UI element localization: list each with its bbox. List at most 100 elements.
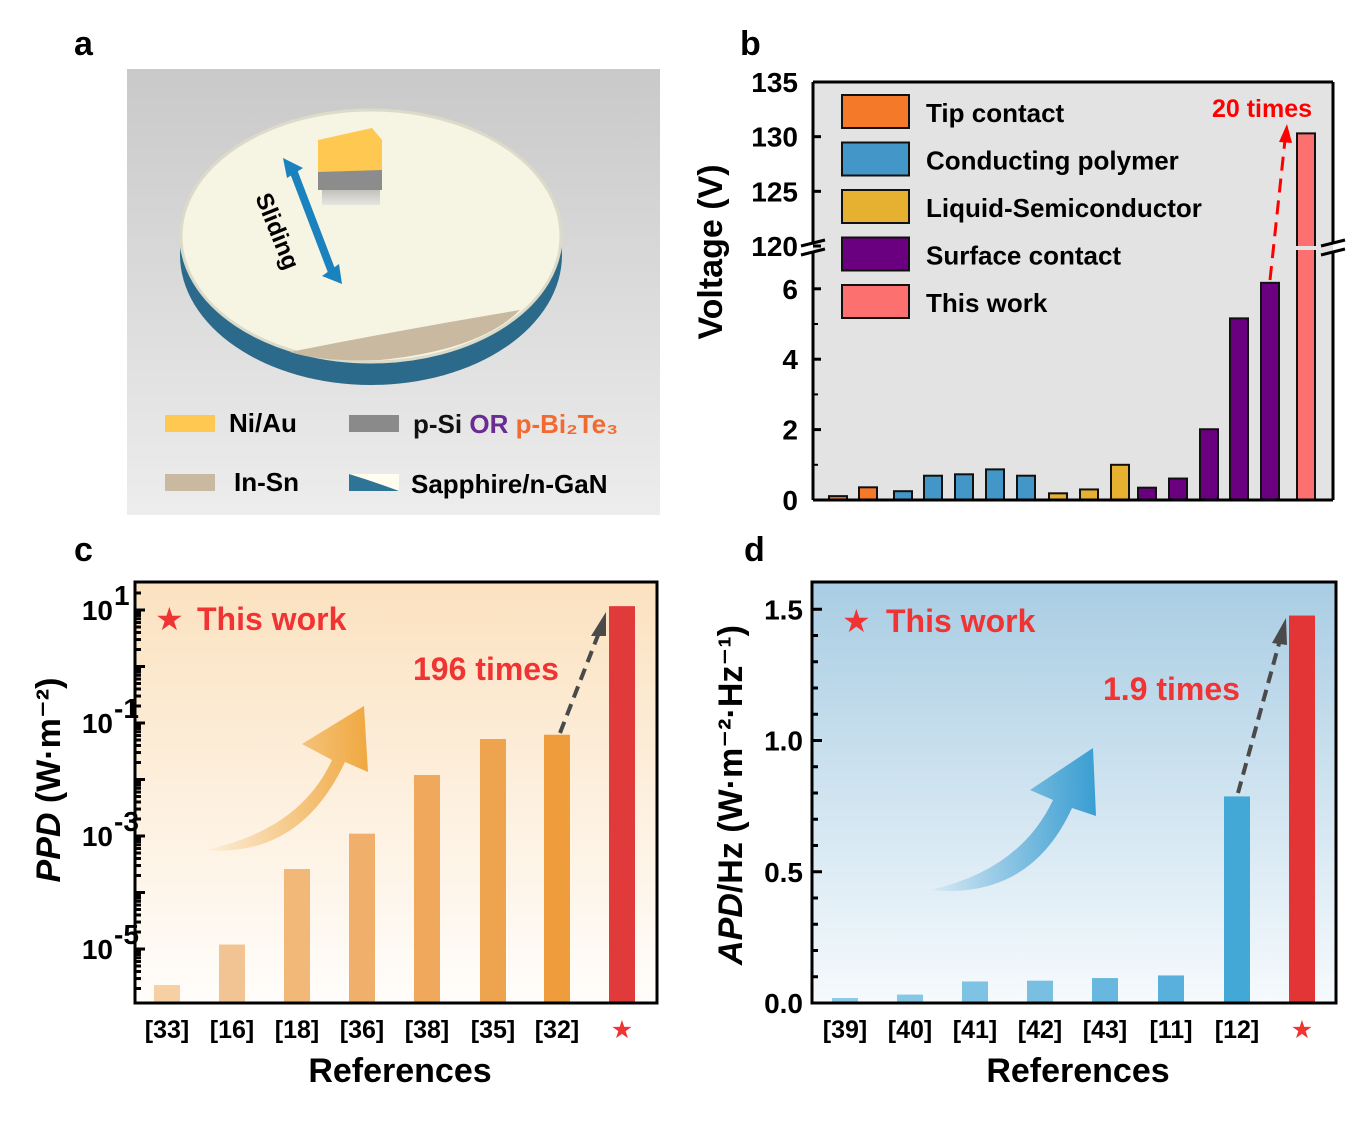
bar-surface-contact xyxy=(1168,477,1188,502)
legend-text-d: This work xyxy=(886,603,1036,639)
x-tick-label-d: [41] xyxy=(953,1016,997,1044)
sapphire-gan-wafer xyxy=(179,108,563,364)
y-tick-label-d: 0.0 xyxy=(764,988,803,1019)
legend-star-c: ★ xyxy=(155,601,184,637)
x-tick-label-d: [11] xyxy=(1149,1016,1192,1044)
x-tick-label-c: [38] xyxy=(405,1016,449,1044)
x-tick-label-d: [40] xyxy=(888,1016,932,1044)
apd-chart: [39] [40] [41] [42] [43] [11] [12] ★ 0.0 0.5 1.0 1.… xyxy=(712,580,1338,1090)
legend-text-c: This work xyxy=(197,601,347,637)
bar-35 xyxy=(480,739,506,1003)
y-tick-label-b: 2 xyxy=(782,415,798,446)
x-tick-this-work-star: ★ xyxy=(611,1016,633,1044)
y-tick-label-d: 1.5 xyxy=(764,594,803,625)
bar-36 xyxy=(349,833,375,1003)
voltage-chart: 0 2 4 6 120 125 130 135 Tip contact Conducting p… xyxy=(692,67,1346,516)
x-tick-label-c: [32] xyxy=(535,1016,579,1044)
legend-label-b: This work xyxy=(926,288,1048,318)
y-tick-label-b: 135 xyxy=(751,67,798,98)
y-tick-label-c: 10 xyxy=(82,595,113,626)
arrowhead-c xyxy=(591,612,606,636)
increase-line-d xyxy=(1236,639,1282,794)
ylabel-b: Voltage (V) xyxy=(692,164,730,339)
y-tick-label-b: 6 xyxy=(782,274,798,305)
bar-break-gap xyxy=(1296,246,1316,250)
ylabel-c: PPD (W·m⁻²) xyxy=(30,678,68,883)
bar-this-work xyxy=(1296,132,1316,502)
legend-swatch-ni-au xyxy=(165,415,215,432)
y-tick-label-d: 1.0 xyxy=(764,726,803,757)
x-tick-label-d: [12] xyxy=(1215,1016,1259,1044)
sliding-arrow-heads xyxy=(283,158,342,284)
y-tick-label-b: 120 xyxy=(751,231,798,262)
legend-label-sapphire: Sapphire/n-GaN xyxy=(411,469,607,499)
x-tick-label-c: [35] xyxy=(471,1016,515,1044)
annotation-c: 196 times xyxy=(413,651,559,687)
x-tick-label-c: [16] xyxy=(210,1016,254,1044)
legend-label-b: Surface contact xyxy=(926,241,1121,271)
bar-conducting-polymer xyxy=(954,473,974,501)
bar-surface-contact xyxy=(1260,281,1280,502)
bar-tip-contact xyxy=(858,486,878,502)
panel-label-c: c xyxy=(74,531,93,569)
panel-label-d: d xyxy=(744,531,765,569)
device-illustration: Sliding Ni/Au In-Sn p-Si OR p-Bi₂Te₃ Sap… xyxy=(127,69,660,515)
y-tick-label-b: 0 xyxy=(782,485,798,516)
y-tick-exponent-c: 1 xyxy=(114,580,130,611)
legend-swatch-in-sn xyxy=(165,474,215,491)
in-sn-electrode xyxy=(290,310,520,361)
legend-swatch-b xyxy=(841,94,910,129)
legend-label-ni-au: Ni/Au xyxy=(229,408,297,438)
bar-38 xyxy=(414,775,440,1003)
legend-swatch-b xyxy=(841,284,910,319)
axis-break-mark xyxy=(1320,238,1346,257)
legend-swatch-sapphire-blue xyxy=(349,474,399,491)
legend-label-b: Liquid-Semiconductor xyxy=(926,193,1202,223)
legend-label-b: Conducting polymer xyxy=(926,146,1179,176)
bar-surface-contact xyxy=(1229,317,1249,502)
sliding-arrow-shaft xyxy=(289,168,336,274)
bar-33 xyxy=(154,985,180,1003)
x-tick-this-work-star: ★ xyxy=(1291,1016,1313,1044)
y-tick-label-c: 10 xyxy=(82,934,113,965)
arrowhead-b xyxy=(1279,124,1292,143)
bar-11 xyxy=(1158,975,1184,1003)
y-tick-label-c: 10 xyxy=(82,821,113,852)
bar-18 xyxy=(284,869,310,1003)
bar-39 xyxy=(832,998,858,1003)
xlabel-c: References xyxy=(308,1052,491,1090)
arrowhead-d xyxy=(1272,618,1287,645)
bar-conducting-polymer xyxy=(923,474,943,502)
legend-swatch-b xyxy=(841,189,910,224)
x-tick-label-c: [36] xyxy=(340,1016,384,1044)
legend-label-in-sn: In-Sn xyxy=(234,467,299,497)
bar-conducting-polymer xyxy=(1016,474,1036,502)
annotation-b: 20 times xyxy=(1212,95,1312,123)
legend-label-b: Tip contact xyxy=(926,98,1065,128)
bar-16 xyxy=(219,944,245,1003)
annotation-d: 1.9 times xyxy=(1103,671,1240,707)
ni-au-contact xyxy=(318,128,382,172)
y-tick-label-b: 125 xyxy=(751,176,798,207)
y-tick-exponent-c: -5 xyxy=(114,919,139,950)
bar-41 xyxy=(962,981,988,1003)
panel-label-b: b xyxy=(740,25,761,63)
panel-label-a: a xyxy=(74,25,94,63)
x-tick-label-c: [33] xyxy=(145,1016,189,1044)
plot-area-c xyxy=(135,582,657,1003)
y-tick-label-b: 4 xyxy=(782,344,798,375)
bar-surface-contact xyxy=(1137,486,1157,501)
trend-arrow-c xyxy=(205,706,368,851)
x-tick-label-d: [42] xyxy=(1018,1016,1062,1044)
legend-star-d: ★ xyxy=(842,603,871,639)
x-tick-label-d: [43] xyxy=(1083,1016,1127,1044)
y-tick-exponent-c: -1 xyxy=(114,693,139,724)
xlabel-d: References xyxy=(986,1052,1169,1090)
legend-swatch-b xyxy=(841,236,910,272)
bar-conducting-polymer xyxy=(985,468,1005,502)
y-tick-label-b: 130 xyxy=(751,122,798,153)
y-tick-label-d: 0.5 xyxy=(764,857,803,888)
legend-swatch-b xyxy=(841,141,910,177)
